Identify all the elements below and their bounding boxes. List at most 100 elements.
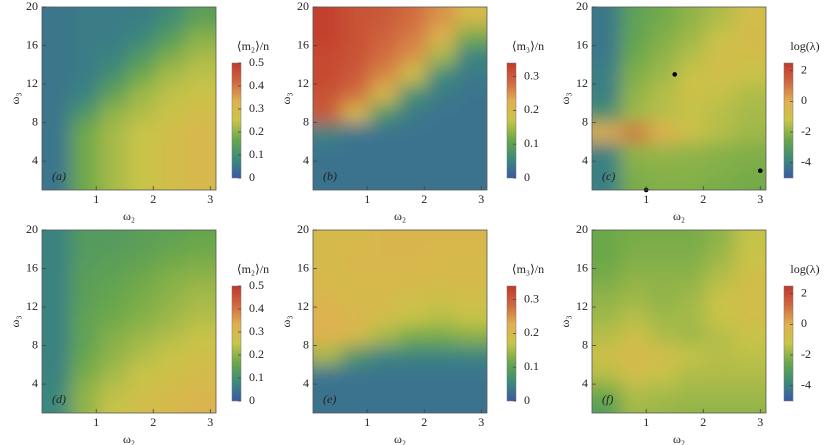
heatmap-cell bbox=[398, 180, 428, 190]
colorbar-label: ⟨m₃⟩/n bbox=[512, 39, 544, 53]
heatmap-cell bbox=[427, 161, 457, 181]
heatmap-cell bbox=[706, 384, 736, 404]
heatmap-cell bbox=[370, 249, 400, 270]
heatmap-cell bbox=[42, 403, 72, 413]
heatmap-cell bbox=[592, 26, 622, 47]
y-tick-label: 20 bbox=[297, 222, 309, 236]
heatmap-cell bbox=[341, 161, 371, 181]
heatmap-cell bbox=[341, 287, 371, 308]
heatmap-cell bbox=[99, 249, 129, 270]
colorbar-tick-label: 2 bbox=[801, 285, 807, 299]
y-tick-label: 20 bbox=[576, 222, 588, 236]
heatmap-cell bbox=[313, 180, 343, 190]
x-tick-label: 2 bbox=[700, 192, 706, 206]
heatmap-cell bbox=[370, 403, 400, 413]
heatmap-cell bbox=[620, 26, 650, 47]
heatmap-cell bbox=[370, 84, 400, 104]
heatmap-cell bbox=[649, 230, 679, 250]
heatmap-cell bbox=[427, 384, 457, 404]
heatmap-cell bbox=[70, 307, 100, 327]
x-axis-label: ω₂ bbox=[123, 432, 135, 445]
heatmap-cell bbox=[734, 84, 766, 104]
heatmap-cell bbox=[455, 180, 487, 190]
heatmap-cell bbox=[184, 326, 216, 347]
heatmap-cell bbox=[341, 141, 371, 162]
heatmap-cell bbox=[313, 249, 343, 270]
colorbar-tick-label: 0.5 bbox=[249, 55, 264, 69]
heatmap-cell bbox=[706, 122, 736, 143]
heatmap-cell bbox=[341, 364, 371, 385]
plot-frame bbox=[312, 229, 488, 414]
heatmap-cell bbox=[427, 45, 457, 66]
heatmap-cell bbox=[677, 64, 707, 85]
x-tick-label: 2 bbox=[421, 415, 427, 429]
heatmap-cell bbox=[592, 64, 622, 85]
heatmap-cells bbox=[592, 7, 766, 190]
heatmap-cell bbox=[313, 26, 343, 47]
colorbar-tick-label: 0.3 bbox=[249, 101, 264, 115]
heatmap-cell bbox=[184, 141, 216, 162]
heatmap-cell bbox=[398, 161, 428, 181]
y-tick-label: 12 bbox=[26, 76, 38, 90]
x-tick-label: 1 bbox=[643, 192, 649, 206]
y-tick-label: 8 bbox=[32, 114, 38, 128]
heatmap-cell bbox=[455, 307, 487, 327]
heatmap-cell bbox=[592, 84, 622, 104]
heatmap-cell bbox=[706, 141, 736, 162]
heatmap-cell bbox=[677, 326, 707, 347]
heatmap-cell bbox=[706, 403, 736, 413]
heatmap-cell bbox=[734, 326, 766, 347]
heatmap-cell bbox=[313, 64, 343, 85]
heatmap-cell bbox=[127, 249, 157, 270]
colorbar-tick-label: 2 bbox=[801, 62, 807, 76]
colorbar-tick-label: 0.1 bbox=[524, 359, 539, 373]
heatmap-cell bbox=[620, 249, 650, 270]
heatmap-cell bbox=[42, 161, 72, 181]
heatmap-cell bbox=[370, 64, 400, 85]
heatmap-cell bbox=[313, 268, 343, 289]
heatmap-cell bbox=[427, 345, 457, 366]
heatmap-cell bbox=[99, 345, 129, 366]
heatmap-cell bbox=[649, 326, 679, 347]
x-tick-label: 3 bbox=[478, 192, 484, 206]
heatmap-cell bbox=[427, 307, 457, 327]
heatmap-cell bbox=[99, 180, 129, 190]
y-tick-label: 12 bbox=[576, 76, 588, 90]
heatmap-cell bbox=[398, 326, 428, 347]
heatmap-cell bbox=[70, 403, 100, 413]
heatmap-cell bbox=[706, 103, 736, 124]
heatmap-cell bbox=[677, 26, 707, 47]
heatmap-cell bbox=[42, 287, 72, 308]
heatmap-cell bbox=[620, 384, 650, 404]
heatmap-cell bbox=[156, 103, 186, 124]
x-tick-label: 3 bbox=[207, 415, 213, 429]
colorbar bbox=[231, 62, 242, 179]
y-axis-label: ω₃ bbox=[558, 315, 572, 327]
heatmap-cell bbox=[184, 45, 216, 66]
heatmap-cell bbox=[706, 26, 736, 47]
heatmap-cell bbox=[398, 230, 428, 250]
heatmap-cell bbox=[99, 287, 129, 308]
heatmap-cell bbox=[455, 230, 487, 250]
y-tick-label: 20 bbox=[26, 0, 38, 13]
heatmap-cell bbox=[455, 103, 487, 124]
heatmap-cell bbox=[184, 161, 216, 181]
heatmap-cell bbox=[156, 268, 186, 289]
heatmap-cell bbox=[184, 384, 216, 404]
heatmap-cell bbox=[427, 326, 457, 347]
colorbar-tick-label: 0.1 bbox=[249, 370, 264, 384]
heatmap-cell bbox=[649, 64, 679, 85]
heatmap-cell bbox=[427, 268, 457, 289]
heatmap-cell bbox=[184, 103, 216, 124]
heatmap-cell bbox=[70, 141, 100, 162]
heatmap-cell bbox=[620, 268, 650, 289]
heatmap-cell bbox=[677, 268, 707, 289]
heatmap-cell bbox=[42, 64, 72, 85]
heatmap-cell bbox=[70, 345, 100, 366]
heatmap-cell bbox=[99, 161, 129, 181]
heatmap-cell bbox=[341, 103, 371, 124]
heatmap-cell bbox=[341, 64, 371, 85]
heatmap-cell bbox=[706, 249, 736, 270]
y-tick-label: 4 bbox=[582, 376, 588, 390]
heatmap-cell bbox=[184, 345, 216, 366]
